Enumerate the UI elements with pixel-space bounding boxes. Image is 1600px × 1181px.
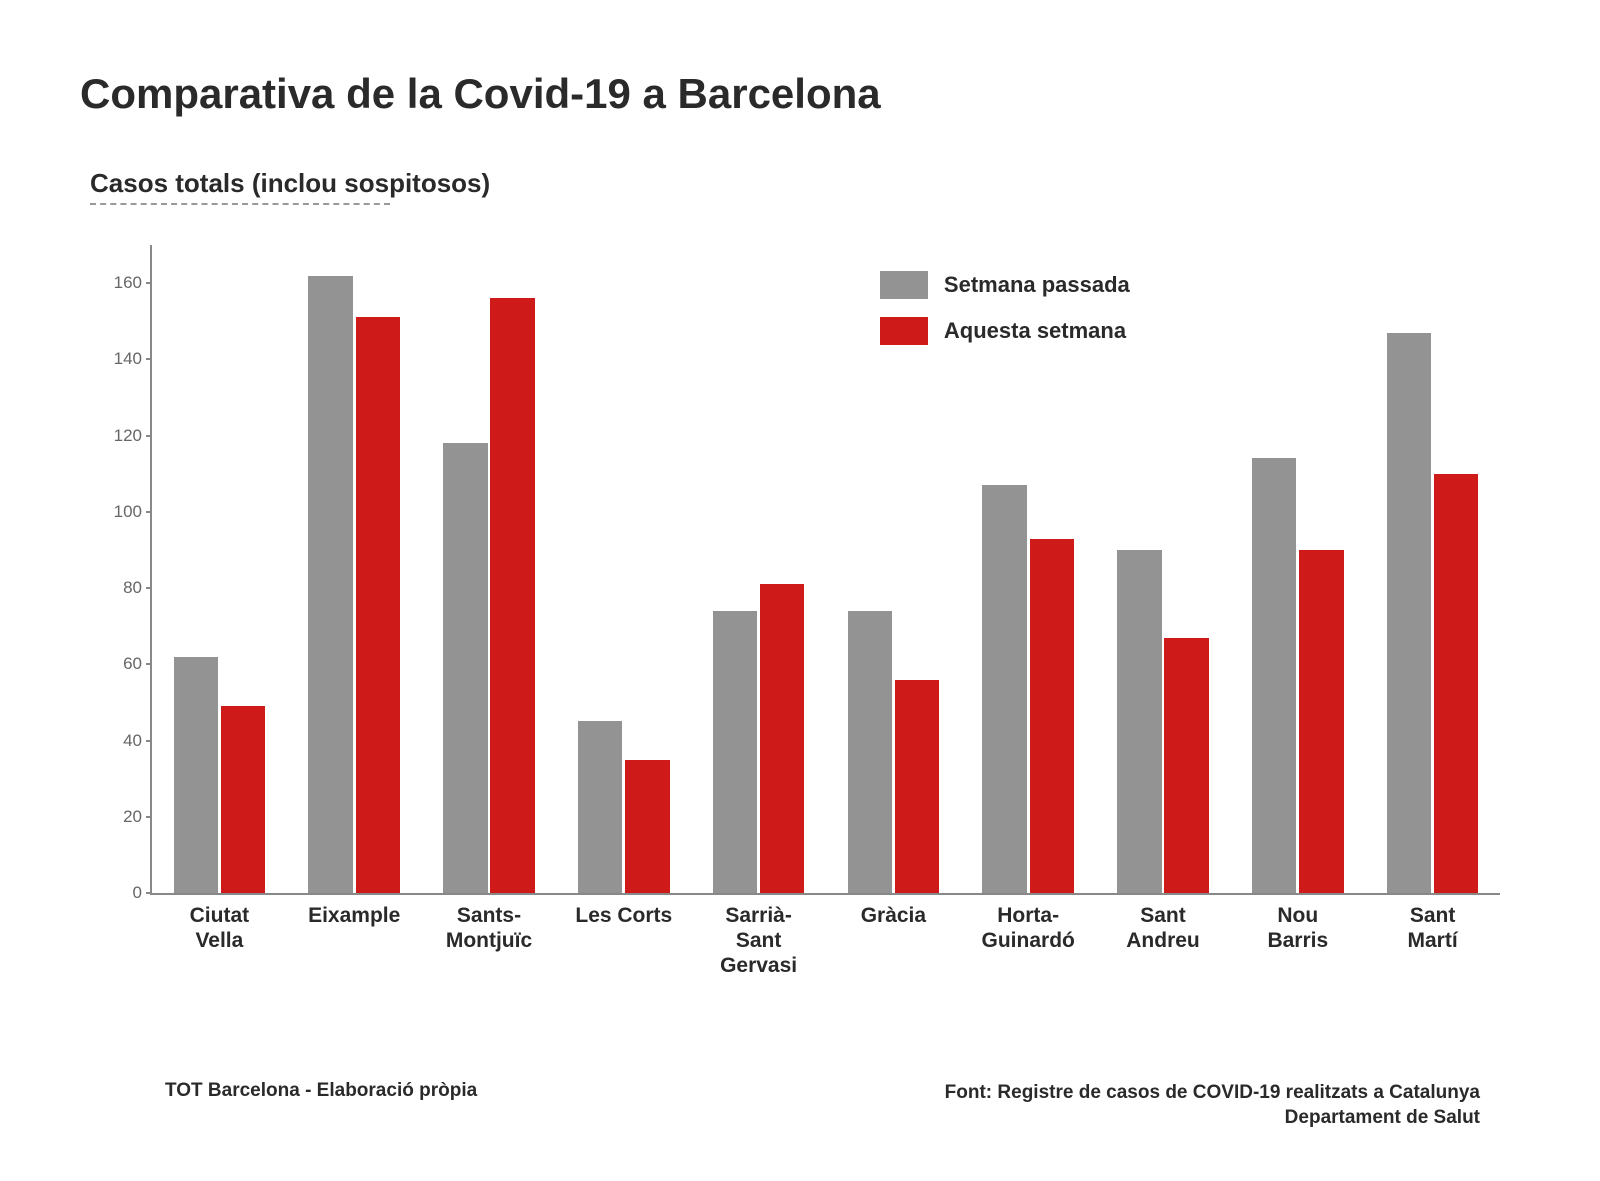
bar xyxy=(174,657,218,893)
y-tick-mark xyxy=(146,892,152,894)
bar xyxy=(982,485,1026,893)
bar xyxy=(221,706,265,893)
bar xyxy=(578,721,622,893)
legend-swatch xyxy=(880,271,928,299)
y-tick-mark xyxy=(146,740,152,742)
bar xyxy=(356,317,400,893)
x-axis-label: Sant Andreu xyxy=(1126,893,1200,953)
y-tick-mark xyxy=(146,358,152,360)
plot-area: Setmana passadaAquesta setmana 020406080… xyxy=(150,245,1500,895)
legend-label: Aquesta setmana xyxy=(944,318,1126,344)
bar xyxy=(895,680,939,893)
x-axis-label: Eixample xyxy=(308,893,400,928)
legend: Setmana passada Aquesta setmana xyxy=(880,271,1130,345)
subtitle-underline xyxy=(90,203,390,205)
bar xyxy=(1387,333,1431,893)
legend-item: Aquesta setmana xyxy=(880,317,1130,345)
y-tick-mark xyxy=(146,282,152,284)
bar xyxy=(1164,638,1208,893)
footer-left: TOT Barcelona - Elaboració pròpia xyxy=(165,1080,477,1102)
y-tick-mark xyxy=(146,663,152,665)
x-axis-label: Les Corts xyxy=(575,893,672,928)
footer: TOT Barcelona - Elaboració pròpia Font: … xyxy=(165,1080,1480,1131)
chart-subtitle: Casos totals (inclou sospitosos) xyxy=(90,168,1520,199)
x-axis-label: Sants- Montjuïc xyxy=(446,893,532,953)
y-tick-mark xyxy=(146,435,152,437)
bar xyxy=(1252,458,1296,893)
bars-layer xyxy=(152,245,1500,893)
bar xyxy=(760,584,804,893)
bar xyxy=(443,443,487,893)
bar xyxy=(1434,474,1478,893)
bar xyxy=(1117,550,1161,893)
bar xyxy=(308,276,352,894)
bar xyxy=(1299,550,1343,893)
bar xyxy=(1030,539,1074,893)
chart-container: Setmana passadaAquesta setmana 020406080… xyxy=(90,235,1510,985)
y-tick-mark xyxy=(146,511,152,513)
x-axis-label: Ciutat Vella xyxy=(190,893,250,953)
bar xyxy=(713,611,757,893)
page-title: Comparativa de la Covid-19 a Barcelona xyxy=(80,70,1520,118)
legend-label: Setmana passada xyxy=(944,272,1130,298)
legend-item: Setmana passada xyxy=(880,271,1130,299)
y-tick-mark xyxy=(146,587,152,589)
x-axis-label: Nou Barris xyxy=(1267,893,1328,953)
bar xyxy=(625,760,669,893)
x-axis-label: Sarrià- Sant Gervasi xyxy=(720,893,797,979)
x-axis-label: Gràcia xyxy=(861,893,926,928)
x-axis-label: Sant Martí xyxy=(1408,893,1458,953)
y-tick-mark xyxy=(146,816,152,818)
x-axis-label: Horta- Guinardó xyxy=(982,893,1075,953)
legend-swatch xyxy=(880,317,928,345)
footer-right: Font: Registre de casos de COVID-19 real… xyxy=(945,1080,1480,1131)
bar xyxy=(490,298,534,893)
bar xyxy=(848,611,892,893)
